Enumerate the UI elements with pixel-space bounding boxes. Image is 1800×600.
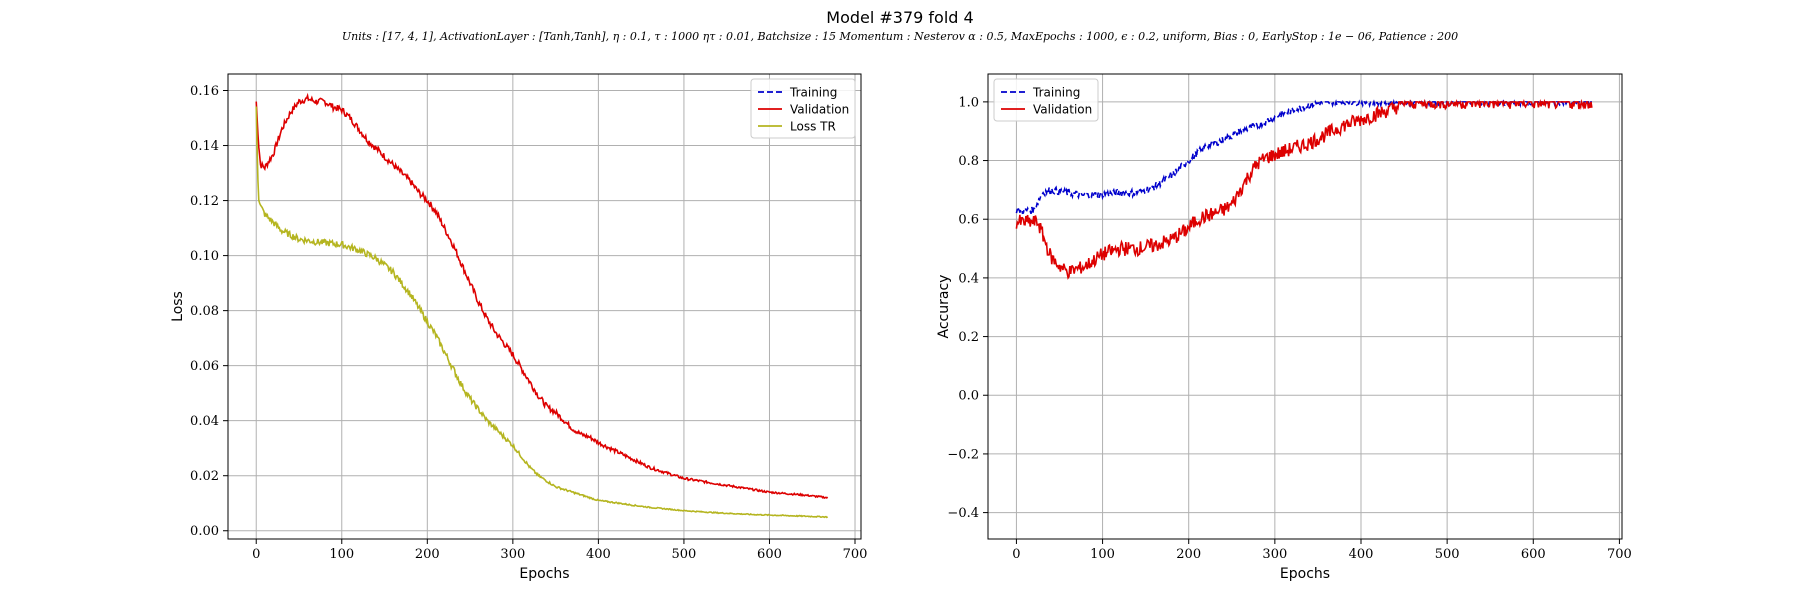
y-tick-label: −0.4 — [947, 506, 979, 521]
y-tick-label: 0.10 — [190, 249, 219, 264]
legend-box — [750, 78, 856, 139]
x-tick-label: 0 — [252, 547, 260, 562]
y-tick-label: 0.06 — [190, 359, 219, 374]
x-tick-label: 100 — [1090, 547, 1115, 562]
axes-frame — [987, 73, 1623, 540]
loss-panel: 0 100 200 300 400 500 600 700 0.00 0.02 0.04 0.06 0.… — [170, 73, 868, 582]
x-tick-label: 700 — [1607, 547, 1632, 562]
accuracy-panel: 0 100 200 300 400 500 600 700 −0.4 −0.2 0.0 0.2 0.4 0… — [936, 73, 1632, 582]
legend-label: Validation — [1033, 103, 1092, 117]
legend-label: Training — [1032, 86, 1080, 100]
legend: Training Validation — [993, 78, 1099, 122]
y-tick-label: 0.12 — [190, 194, 219, 209]
x-tick-label: 200 — [1176, 547, 1201, 562]
y-tick-label: −0.2 — [947, 447, 979, 462]
y-tick-label: 0.0 — [958, 389, 979, 404]
y-axis-label: Accuracy — [936, 275, 952, 339]
legend-label: Loss TR — [790, 120, 836, 134]
y-tick-label: 0.02 — [190, 469, 219, 484]
x-tick-label: 200 — [415, 547, 440, 562]
x-axis-label: Epochs — [519, 566, 569, 582]
y-tick-label: 0.6 — [958, 213, 979, 228]
x-tick-label: 300 — [500, 547, 525, 562]
series-line-loss-tr — [255, 106, 829, 519]
y-tick-label: 0.14 — [190, 139, 219, 154]
y-axis-label: Loss — [170, 291, 186, 322]
x-tick-label: 400 — [1349, 547, 1374, 562]
axes-frame — [227, 73, 862, 540]
y-tick-label: 0.4 — [958, 271, 979, 286]
x-tick-label: 600 — [1521, 547, 1546, 562]
legend-box — [993, 78, 1099, 122]
y-tick-label: 0.00 — [190, 524, 219, 539]
x-tick-label: 400 — [586, 547, 611, 562]
y-tick-label: 0.08 — [190, 304, 219, 319]
legend-label: Validation — [790, 103, 849, 117]
x-axis-label: Epochs — [1280, 566, 1330, 582]
figure-title: Model #379 fold 4 — [826, 8, 974, 27]
y-tick-label: 0.04 — [190, 414, 219, 429]
y-tick-label: 1.0 — [958, 95, 979, 110]
x-tick-label: 100 — [329, 547, 354, 562]
x-tick-label: 600 — [757, 547, 782, 562]
legend: Training Validation Loss TR — [750, 78, 856, 139]
x-tick-label: 0 — [1012, 547, 1020, 562]
figure-subtitle: Units : [17, 4, 1], ActivationLayer : [T… — [341, 30, 1459, 43]
series-line-validation — [1015, 98, 1593, 280]
y-tick-label: 0.2 — [958, 330, 979, 345]
x-tick-label: 300 — [1262, 547, 1287, 562]
legend-label: Training — [789, 86, 837, 100]
x-tick-label: 700 — [843, 547, 868, 562]
y-tick-label: 0.16 — [190, 84, 219, 99]
x-tick-label: 500 — [1435, 547, 1460, 562]
x-tick-label: 500 — [672, 547, 697, 562]
y-tick-label: 0.8 — [958, 154, 979, 169]
series-line-validation — [255, 92, 829, 500]
